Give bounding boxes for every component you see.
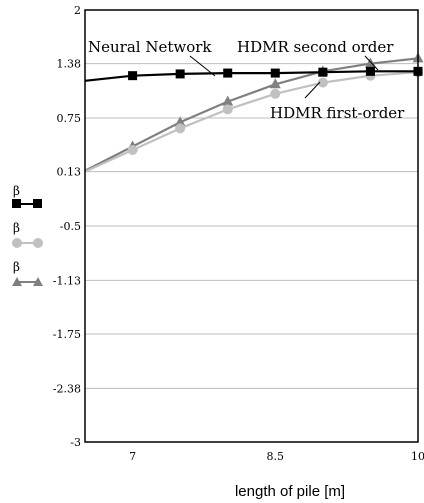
x-tick-label: 7	[129, 450, 136, 463]
point-marker	[175, 69, 185, 79]
x-axis-label: length of pile [m]	[235, 483, 345, 500]
point-marker	[223, 68, 233, 78]
point-marker	[222, 104, 233, 115]
y-tick-labels: 2 1.38 0.75 0.13 -0.5 -1.13 -1.75 -2.38 -3	[53, 4, 81, 449]
point-marker	[270, 68, 280, 78]
annotation-neural-network: Neural Network	[88, 38, 212, 56]
legend-label-nn: β	[13, 184, 20, 198]
legend-label-second: β	[13, 260, 20, 274]
annotation-hdmr-second: HDMR second order	[237, 38, 394, 56]
legend-label-first: β	[13, 221, 20, 235]
annotation-leader-second	[364, 55, 379, 71]
annotation-leader-first	[304, 81, 321, 99]
grid-lines	[85, 63, 418, 389]
y-tick-label: 0.75	[57, 112, 82, 125]
x-tick-label: 10	[411, 450, 424, 463]
y-tick-label: -0.5	[60, 220, 81, 233]
y-tick-label: 1.38	[57, 58, 82, 71]
legend-marker-nn-2	[33, 199, 42, 208]
legend-marker-second-1	[12, 277, 22, 286]
point-marker	[222, 95, 234, 106]
point-marker	[365, 66, 375, 76]
y-tick-label: -1.13	[53, 274, 81, 287]
legend: β β β	[12, 184, 43, 286]
legend-marker-nn-1	[12, 199, 21, 208]
plot-frame	[84, 9, 419, 443]
legend-marker-second-2	[33, 277, 43, 286]
point-marker	[269, 78, 281, 89]
point-marker	[270, 88, 281, 99]
legend-marker-first-2	[33, 238, 43, 248]
series-line-neural-network	[84, 70, 418, 82]
point-marker	[318, 67, 328, 77]
point-marker	[175, 123, 186, 134]
annotation-leader-nn	[189, 55, 216, 77]
y-tick-label: -1.75	[53, 328, 81, 341]
point-marker	[128, 71, 138, 81]
x-tick-label: 8.5	[267, 450, 285, 463]
point-marker	[317, 77, 328, 88]
y-tick-label: 0.13	[57, 166, 82, 179]
point-marker	[127, 144, 138, 155]
y-tick-label: -3	[70, 436, 81, 449]
annotation-hdmr-first: HDMR first-order	[270, 104, 405, 122]
y-tick-label: 2	[74, 4, 81, 17]
legend-marker-first-1	[12, 238, 22, 248]
series-line-hdmr-first-order	[84, 71, 419, 173]
y-tick-label: -2.38	[53, 382, 81, 395]
series-line-hdmr-second-order	[84, 57, 419, 172]
x-tick-labels: 7 8.5 10	[129, 450, 424, 463]
point-marker	[174, 116, 186, 127]
